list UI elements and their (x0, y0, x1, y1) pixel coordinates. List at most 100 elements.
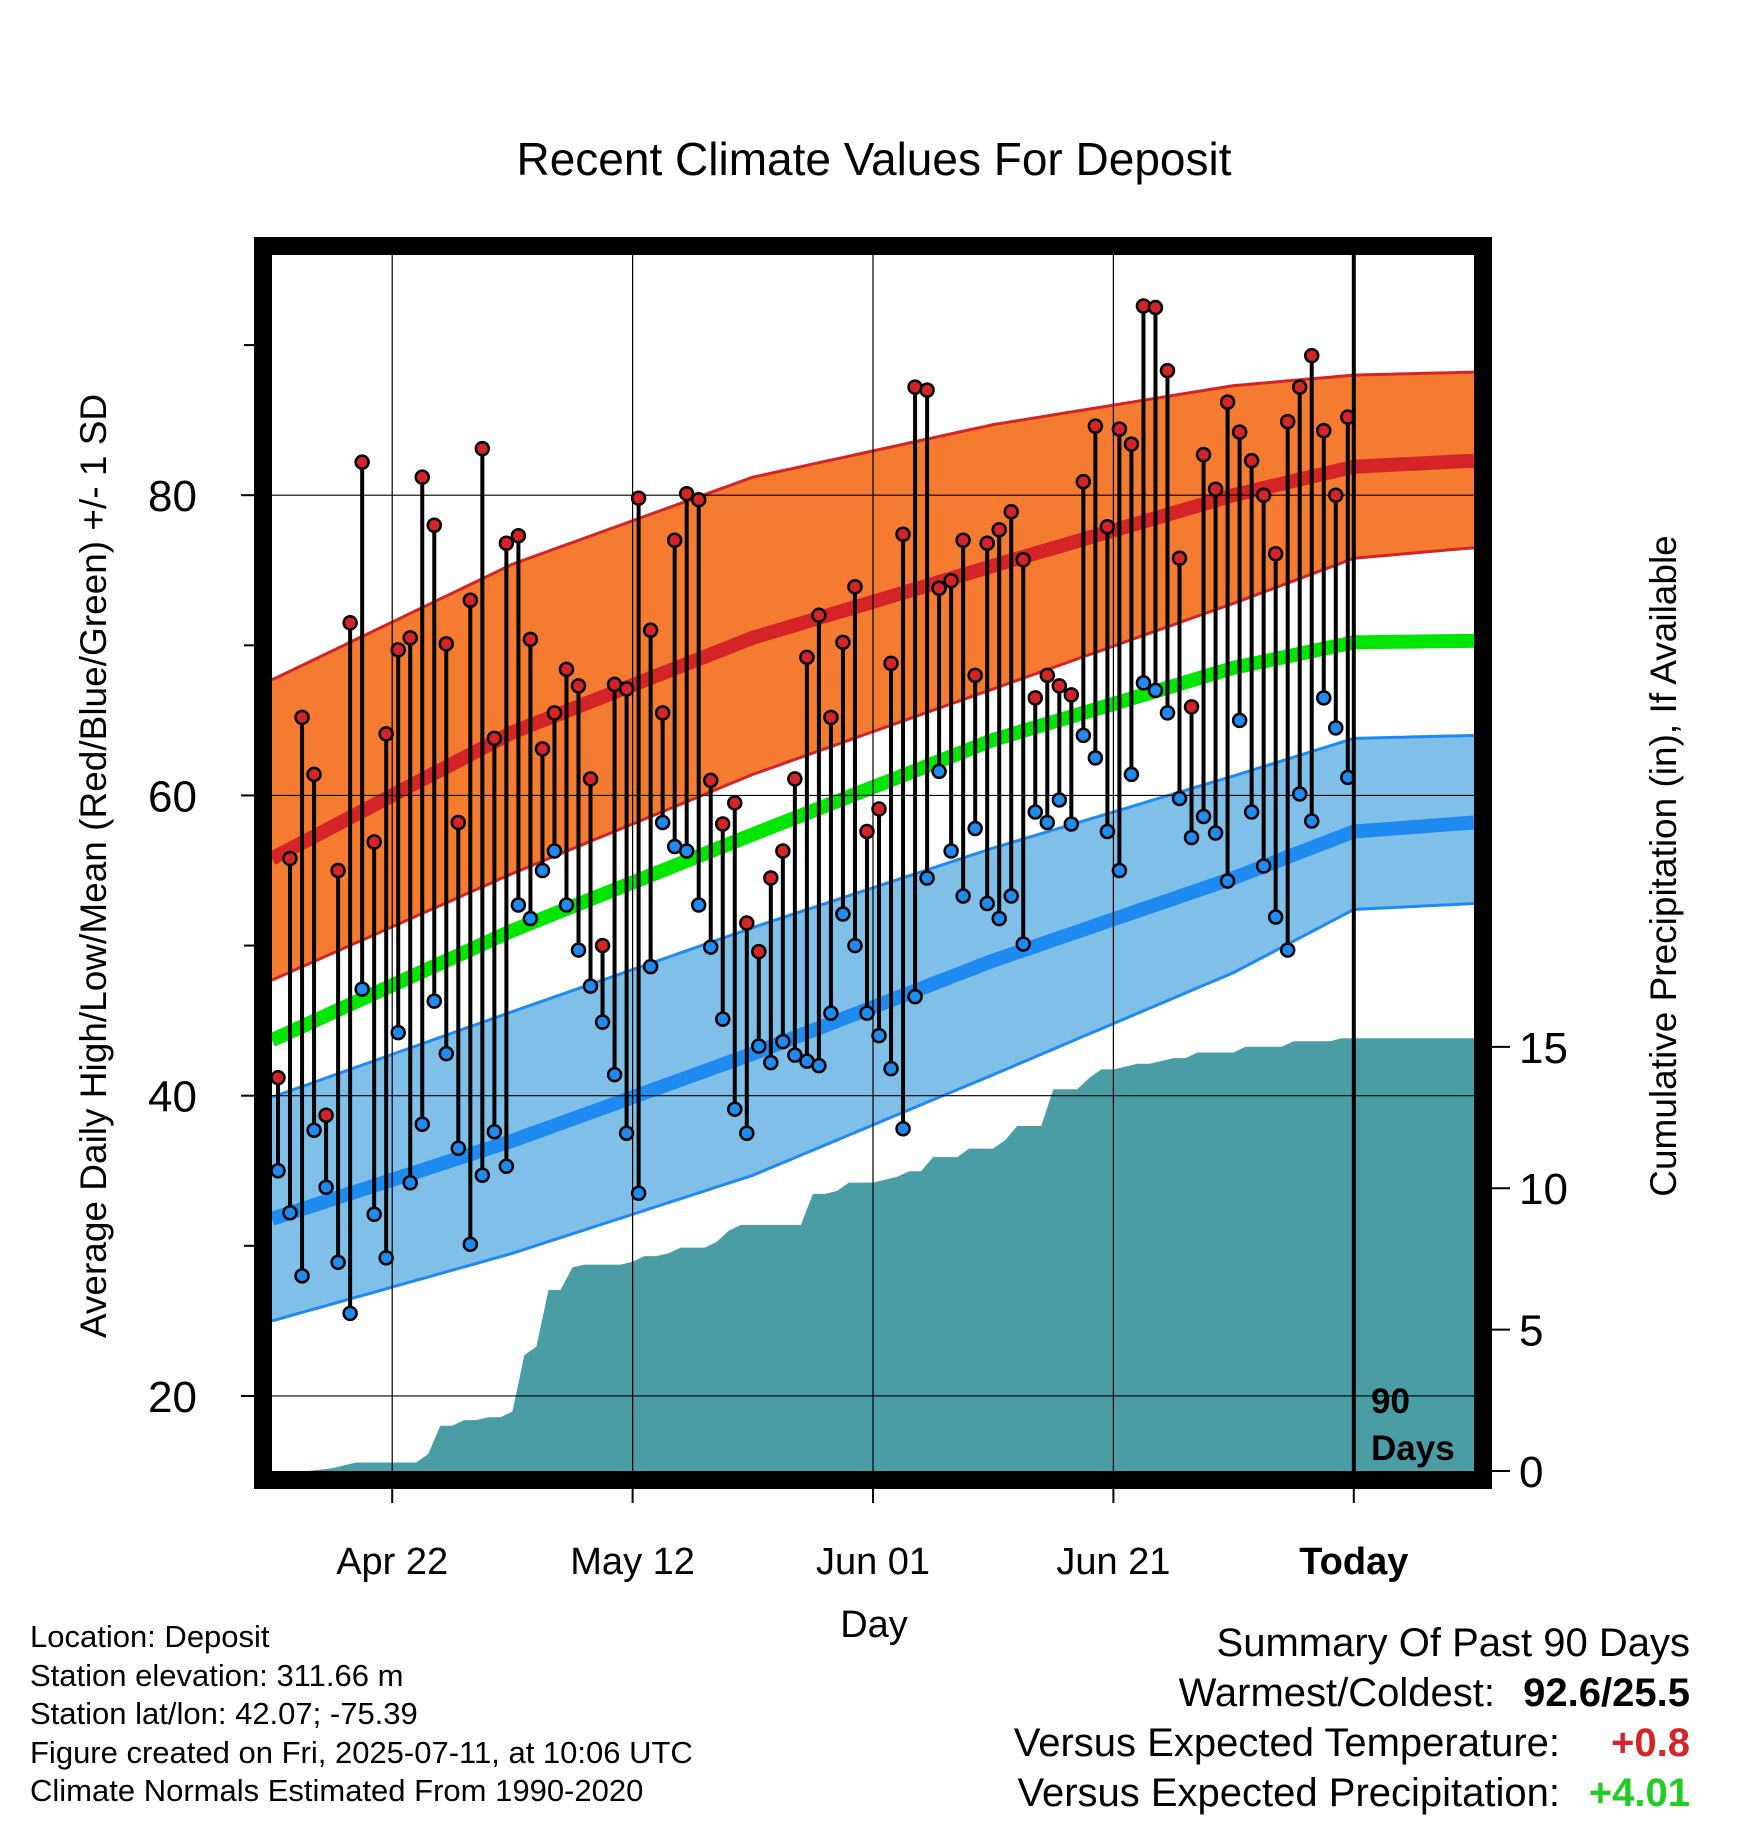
daily-low-point (871, 1027, 887, 1044)
daily-high-point (763, 870, 779, 886)
daily-high-point (654, 705, 671, 721)
daily-low-point (1015, 936, 1031, 952)
daily-high-point (678, 485, 695, 502)
daily-high-point (486, 730, 503, 747)
daily-low-point (1207, 825, 1224, 841)
daily-temperature-layer (270, 298, 1356, 1322)
x-tick-label: Today (1299, 1541, 1408, 1583)
plot-area: 90 Days (254, 237, 1492, 1489)
daily-high-point (1027, 690, 1044, 706)
elevation-text: Station elevation: 311.66 m (30, 1657, 404, 1693)
daily-low-point (1328, 720, 1344, 736)
daily-high-point (1291, 379, 1308, 395)
summary-warmest-coldest: Warmest/Coldest: 92.6/25.5 (1014, 1668, 1690, 1718)
daily-low-point (462, 1236, 479, 1253)
daily-high-point (378, 726, 394, 742)
daily-high-point (702, 772, 719, 789)
daily-low-point (1063, 816, 1080, 832)
daily-high-point (390, 642, 406, 658)
y-axis-label-left: Average Daily High/Low/Mean (Red/Blue/Gr… (73, 394, 114, 1338)
daily-high-point (570, 678, 587, 694)
daily-high-point (1039, 667, 1056, 684)
daily-high-point (1171, 550, 1188, 566)
daily-low-point (835, 906, 851, 922)
y-left-tick-label: 40 (148, 1073, 197, 1122)
daily-high-point (799, 649, 815, 666)
daily-high-point (1063, 687, 1080, 703)
daily-low-point (727, 1101, 743, 1117)
daily-high-point (967, 667, 983, 684)
grid-layer (272, 255, 1474, 1471)
y-right-tick-label: 10 (1519, 1165, 1568, 1214)
daily-high-point (1099, 518, 1116, 535)
daily-high-point (1147, 299, 1164, 316)
x-tick-label: Jun 21 (1056, 1541, 1170, 1583)
y-left-tick-label: 60 (148, 772, 197, 821)
y-right-tick-label: 5 (1519, 1307, 1543, 1356)
daily-low-point (847, 937, 863, 954)
daily-high-point (498, 535, 515, 551)
daily-high-point (342, 615, 358, 631)
daily-high-point (883, 655, 899, 672)
daily-low-point (859, 1005, 875, 1021)
daily-low-point (811, 1057, 827, 1074)
daily-low-point (486, 1123, 503, 1140)
chart-title: Recent Climate Values For Deposit (517, 133, 1232, 185)
daily-high-point (282, 850, 298, 867)
daily-high-point (306, 766, 322, 783)
summary-title: Summary Of Past 90 Days (1216, 1621, 1690, 1665)
daily-low-point (690, 897, 707, 913)
daily-low-point (979, 895, 995, 912)
daily-low-point (1279, 942, 1296, 958)
precip-value: +4.01 (1588, 1771, 1690, 1815)
daily-high-point (751, 943, 767, 960)
daily-high-point (739, 915, 755, 931)
latlon-text: Station lat/lon: 42.07; -75.39 (30, 1696, 418, 1731)
daily-high-point (919, 382, 935, 398)
daily-high-point (642, 622, 659, 639)
daily-high-point (943, 573, 959, 589)
summary-panel: Summary Of Past 90 Days Warmest/Coldest:… (1014, 1618, 1690, 1818)
daily-low-point (1267, 909, 1284, 925)
daily-low-point (294, 1268, 310, 1284)
daily-high-point (1267, 545, 1284, 562)
daily-high-point (546, 705, 563, 721)
normals-text: Climate Normals Estimated From 1990-2020 (30, 1773, 644, 1808)
daily-low-point (1147, 682, 1164, 699)
daily-low-point (1027, 804, 1044, 820)
daily-high-point (823, 709, 839, 726)
daily-low-point (522, 910, 539, 927)
daily-low-point (1051, 792, 1068, 808)
daily-low-point (426, 993, 443, 1009)
daily-high-point (522, 631, 539, 648)
daily-high-point (402, 630, 418, 646)
temp-value: +0.8 (1611, 1721, 1690, 1765)
daily-high-point (811, 607, 827, 624)
daily-low-point (414, 1116, 430, 1132)
daily-high-point (991, 521, 1007, 538)
y-right-tick-label: 15 (1519, 1024, 1568, 1073)
daily-high-point (1328, 487, 1344, 503)
daily-low-point (270, 1163, 286, 1179)
daily-low-point (1039, 814, 1056, 831)
daily-low-point (378, 1250, 394, 1266)
daily-low-point (1231, 712, 1248, 729)
today-marker: 90 Days (1351, 255, 1455, 1471)
daily-low-point (534, 862, 551, 879)
daily-low-point (282, 1205, 298, 1221)
x-tick-label: May 12 (570, 1541, 695, 1583)
daily-low-point (787, 1047, 803, 1063)
daily-high-point (1111, 421, 1128, 437)
daily-high-point (859, 823, 875, 840)
daily-low-point (943, 843, 959, 859)
daily-low-point (739, 1125, 755, 1141)
today-label-line1: 90 (1371, 1382, 1410, 1421)
daily-high-point (1183, 699, 1200, 715)
daily-high-point (450, 814, 467, 831)
daily-low-point (606, 1066, 623, 1083)
daily-high-point (1207, 481, 1224, 497)
daily-high-point (366, 834, 382, 850)
daily-high-point (318, 1107, 334, 1123)
daily-high-point (871, 801, 887, 817)
